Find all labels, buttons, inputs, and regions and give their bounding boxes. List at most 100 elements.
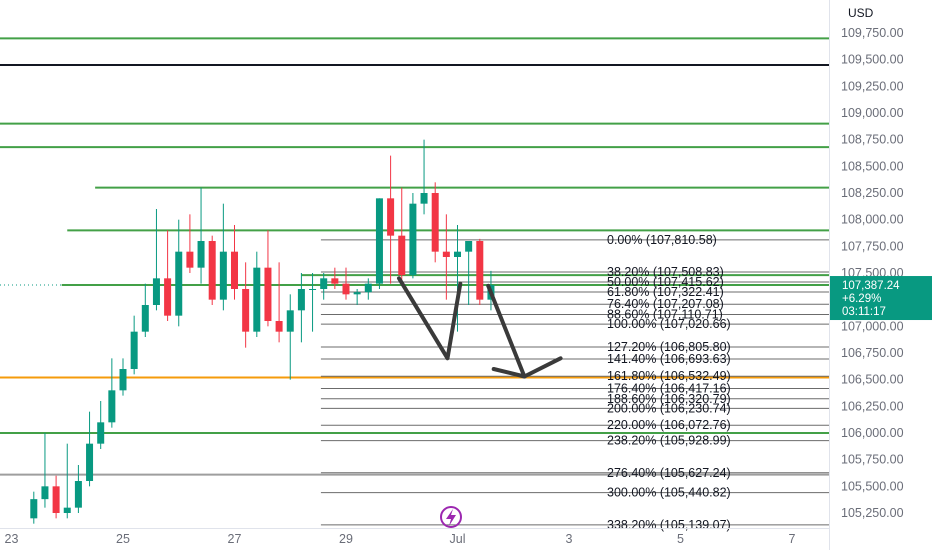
price-tick-label: 105,500.00 [841, 479, 904, 493]
candle-body [108, 390, 116, 423]
candle-body [476, 241, 484, 300]
date-tick-label: 29 [339, 532, 353, 546]
fib-level-label: 141.40% (106,693.63) [607, 352, 731, 366]
candle-body [242, 289, 250, 332]
annotation-arrows-layer [397, 276, 563, 379]
currency-label: USD [848, 6, 874, 20]
candle-body [364, 283, 372, 293]
candle-body [63, 507, 71, 513]
candle-body [297, 289, 305, 311]
fib-level-label: 238.20% (105,928.99) [607, 434, 731, 448]
current-price-badge-layer: 107,387.24+6.29%03:11:17 [830, 276, 932, 321]
candle-body [353, 292, 361, 295]
annotation-arrow [397, 276, 463, 361]
candle-body [219, 251, 227, 300]
candle-body [442, 251, 450, 257]
candle-body [164, 278, 172, 316]
candle-body [208, 241, 216, 300]
price-change-label: +6.29% [842, 293, 881, 305]
candle-body [119, 369, 127, 391]
date-tick-label: 3 [566, 532, 573, 546]
fib-level-label: 188.60% (106,320.79) [607, 392, 731, 406]
candle-body [253, 267, 261, 332]
horizontal-levels-layer [0, 37, 829, 476]
candle-body [130, 331, 138, 369]
candles-layer [30, 139, 495, 524]
candle-body [264, 267, 272, 321]
date-tick-label: 27 [228, 532, 242, 546]
price-tick-label: 109,250.00 [841, 79, 904, 93]
candle-body [420, 193, 428, 204]
lightning-icon[interactable] [440, 506, 462, 528]
candle-body [175, 251, 183, 316]
fib-level-label: 0.00% (107,810.58) [607, 233, 717, 247]
candle-body [74, 481, 82, 508]
candle-body [454, 251, 461, 257]
annotation-arrow [491, 367, 527, 379]
current-price-badge [830, 276, 932, 321]
fib-level-label: 220.00% (106,072.76) [607, 418, 731, 432]
candle-body [41, 486, 49, 500]
price-tick-label: 108,500.00 [841, 159, 904, 173]
fib-level-label: 300.00% (105,440.82) [607, 486, 731, 500]
candle-body [231, 251, 238, 289]
candle-body [465, 241, 473, 252]
fib-level-label: 88.60% (107,110.71) [607, 308, 723, 322]
fibonacci-layer: 0.00% (107,810.58) 38.20% (107,508.83)50.… [320, 233, 829, 532]
fib-level-label: 127.20% (106,805.80) [607, 340, 731, 354]
bar-countdown-label: 03:11:17 [842, 306, 886, 318]
price-tick-label: 105,250.00 [841, 506, 904, 520]
date-tick-label: 23 [5, 532, 19, 546]
price-tick-label: 108,250.00 [841, 186, 904, 200]
candle-body [286, 310, 294, 332]
candle-body [342, 283, 350, 295]
candle-body [197, 241, 205, 268]
candle-body [52, 486, 60, 513]
price-tick-label: 109,000.00 [841, 106, 904, 120]
price-tick-label: 108,750.00 [841, 133, 904, 147]
fib-level-label: 61.80% (107,322.41) [607, 285, 724, 299]
candle-body [152, 278, 160, 305]
price-axis-layer: 109,750.00 109,500.00 109,250.00 109,000.00… [829, 0, 904, 550]
price-tick-label: 107,750.00 [841, 239, 904, 253]
price-tick-label: 107,000.00 [841, 319, 904, 333]
candle-body [331, 278, 339, 284]
candle-body [186, 251, 194, 268]
fib-level-label: 276.40% (105,627.24) [607, 466, 731, 480]
fib-level-label: 161.80% (106,532.49) [607, 369, 731, 383]
date-axis-layer: 23 25 27 29 Jul 3 5 7 [0, 528, 829, 546]
fib-level-label: 100.00% (107,020.66) [607, 317, 731, 331]
price-tick-label: 106,750.00 [841, 346, 904, 360]
fib-level-label: 338.20% (105,139.07) [607, 518, 731, 532]
fib-level-label: 76.40% (107,207.08) [607, 297, 724, 311]
candle-body [409, 203, 417, 276]
price-tick-label: 109,750.00 [841, 26, 904, 40]
fib-level-label: 176.40% (106,417.16) [607, 382, 731, 396]
price-tick-label: 109,500.00 [841, 53, 904, 67]
date-tick-label: 7 [789, 532, 796, 546]
candle-body [387, 198, 395, 236]
price-tick-label: 106,250.00 [841, 399, 904, 413]
current-price-label: 107,387.24 [842, 280, 900, 292]
candle-body [30, 499, 38, 519]
candle-body [141, 305, 149, 332]
candle-body [431, 193, 439, 252]
fib-level-label: 38.20% (107,508.83) [607, 265, 724, 279]
fib-level-label: 200.00% (106,230.74) [607, 401, 731, 415]
price-tick-label: 105,750.00 [841, 453, 904, 467]
annotation-arrow [486, 283, 563, 379]
candle-body [375, 198, 383, 284]
candle-body [86, 443, 94, 481]
date-tick-label: 5 [677, 532, 684, 546]
candle-body [309, 289, 317, 290]
candle-body [275, 321, 283, 332]
candle-body [320, 278, 328, 289]
price-tick-label: 106,000.00 [841, 426, 904, 440]
date-tick-label: 25 [116, 532, 130, 546]
price-tick-label: 106,500.00 [841, 373, 904, 387]
candle-body [398, 235, 406, 276]
fib-level-label: 50.00% (107,415.62) [607, 275, 724, 289]
date-tick-label: Jul [450, 532, 466, 546]
